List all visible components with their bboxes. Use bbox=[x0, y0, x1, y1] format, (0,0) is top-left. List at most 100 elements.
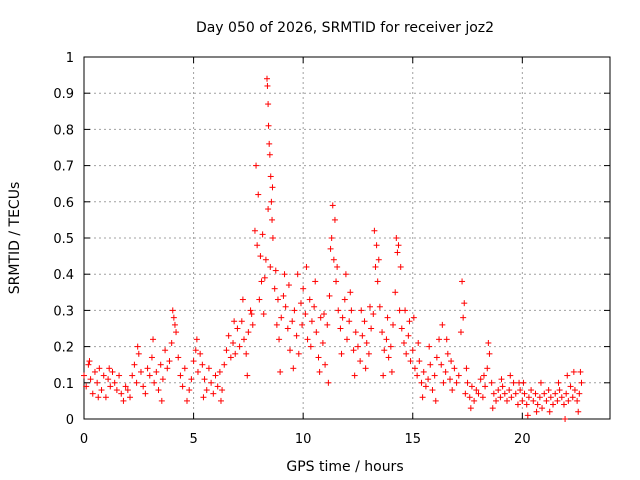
data-point bbox=[368, 325, 375, 332]
data-point bbox=[324, 321, 331, 328]
data-point bbox=[443, 336, 450, 343]
data-point bbox=[333, 278, 340, 285]
data-point bbox=[210, 390, 217, 397]
data-point bbox=[326, 292, 333, 299]
data-point bbox=[488, 379, 495, 386]
data-point bbox=[142, 390, 149, 397]
data-point bbox=[120, 397, 127, 404]
data-point bbox=[455, 372, 462, 379]
data-point bbox=[308, 318, 315, 325]
data-point bbox=[148, 354, 155, 361]
data-point bbox=[158, 397, 165, 404]
data-point bbox=[503, 397, 510, 404]
data-point bbox=[153, 368, 160, 375]
data-point bbox=[256, 296, 263, 303]
data-point bbox=[519, 397, 526, 404]
data-point bbox=[358, 307, 365, 314]
data-point bbox=[277, 368, 284, 375]
data-point bbox=[151, 379, 158, 386]
data-point bbox=[449, 387, 456, 394]
data-point bbox=[392, 289, 399, 296]
data-point bbox=[514, 401, 521, 408]
data-point bbox=[266, 140, 273, 147]
data-point bbox=[300, 285, 307, 292]
y-tick-label: 0.8 bbox=[53, 123, 74, 138]
data-point bbox=[390, 321, 397, 328]
data-point bbox=[427, 361, 434, 368]
data-point bbox=[87, 376, 94, 383]
data-point bbox=[170, 314, 177, 321]
data-point bbox=[164, 365, 171, 372]
data-point bbox=[320, 311, 327, 318]
data-point bbox=[457, 329, 464, 336]
data-point bbox=[415, 339, 422, 346]
data-point bbox=[558, 394, 565, 401]
data-point bbox=[116, 372, 123, 379]
data-point bbox=[534, 401, 541, 408]
data-point bbox=[131, 361, 138, 368]
data-point bbox=[577, 368, 584, 375]
data-point bbox=[363, 339, 370, 346]
data-point bbox=[188, 376, 195, 383]
x-tick-label: 5 bbox=[189, 432, 197, 447]
data-point bbox=[357, 358, 364, 365]
data-point bbox=[396, 307, 403, 314]
data-points bbox=[81, 75, 585, 422]
data-point bbox=[329, 202, 336, 209]
data-point bbox=[578, 379, 585, 386]
data-point bbox=[248, 311, 255, 318]
data-point bbox=[564, 372, 571, 379]
data-point bbox=[394, 249, 401, 256]
data-point bbox=[293, 332, 300, 339]
data-point bbox=[159, 376, 166, 383]
data-point bbox=[232, 350, 239, 357]
data-point bbox=[155, 387, 162, 394]
data-point bbox=[350, 347, 357, 354]
data-point bbox=[362, 365, 369, 372]
data-point bbox=[261, 274, 268, 281]
data-point bbox=[236, 343, 243, 350]
data-point bbox=[268, 198, 275, 205]
data-point bbox=[278, 314, 285, 321]
data-point bbox=[199, 361, 206, 368]
data-point bbox=[352, 329, 359, 336]
data-point bbox=[311, 303, 318, 310]
data-point bbox=[453, 379, 460, 386]
data-point bbox=[388, 368, 395, 375]
data-point bbox=[203, 387, 210, 394]
data-point bbox=[485, 339, 492, 346]
data-point bbox=[96, 365, 103, 372]
data-point bbox=[379, 329, 386, 336]
data-point bbox=[477, 376, 484, 383]
data-point bbox=[384, 314, 391, 321]
data-point bbox=[339, 314, 346, 321]
data-point bbox=[530, 397, 537, 404]
data-point bbox=[86, 358, 93, 365]
data-point bbox=[550, 401, 557, 408]
data-point bbox=[556, 387, 563, 394]
data-point bbox=[374, 278, 381, 285]
data-point bbox=[312, 278, 319, 285]
data-point bbox=[414, 372, 421, 379]
data-point bbox=[365, 350, 372, 357]
data-point bbox=[127, 394, 134, 401]
data-point bbox=[216, 368, 223, 375]
data-point bbox=[105, 376, 112, 383]
data-point bbox=[533, 408, 540, 415]
y-tick-label: 0.3 bbox=[53, 304, 74, 319]
data-point bbox=[81, 372, 87, 379]
data-point bbox=[436, 336, 443, 343]
data-point bbox=[259, 231, 266, 238]
data-point bbox=[272, 267, 279, 274]
data-point bbox=[497, 394, 504, 401]
data-point bbox=[291, 307, 298, 314]
data-point bbox=[214, 383, 221, 390]
data-point bbox=[490, 390, 497, 397]
data-point bbox=[406, 318, 413, 325]
data-point bbox=[227, 354, 234, 361]
data-point bbox=[383, 336, 390, 343]
data-point bbox=[486, 350, 493, 357]
data-point bbox=[563, 390, 570, 397]
data-point bbox=[106, 365, 113, 372]
